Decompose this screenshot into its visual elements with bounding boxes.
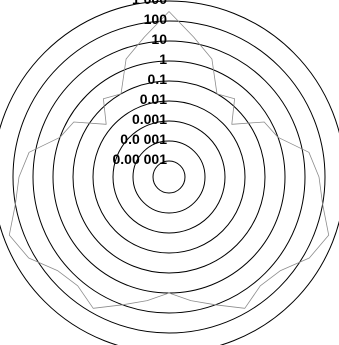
- tick-label: 0.01: [140, 91, 167, 107]
- ring-0.1: [72, 80, 266, 274]
- tick-label: 0.1: [148, 71, 168, 87]
- series-layer: [8, 11, 330, 309]
- tick-label: 0.001: [132, 111, 167, 127]
- ring-0.01: [92, 100, 246, 254]
- tick-label: 1: [159, 51, 167, 67]
- ring-100: [12, 20, 326, 334]
- ring-0.00001: [152, 160, 186, 194]
- ring-0.001: [112, 120, 226, 234]
- tick-label: 0.00 001: [113, 151, 168, 167]
- series-line-0: [8, 11, 330, 309]
- tick-label: 1 000: [132, 0, 167, 7]
- ring-0.0001: [132, 140, 206, 214]
- tick-label: 10: [151, 31, 167, 47]
- tick-label: 0.0 001: [120, 131, 167, 147]
- tick-label: 100: [144, 11, 168, 27]
- radial-tick-labels: 0.00 001 0.0 001 0.001 0.01 0.1 1 10 100 1 000: [113, 0, 168, 167]
- ring-1: [52, 60, 286, 294]
- ring-10: [32, 40, 306, 314]
